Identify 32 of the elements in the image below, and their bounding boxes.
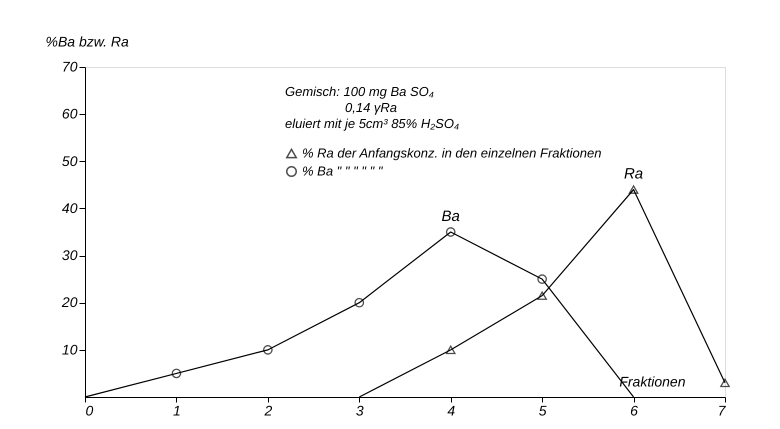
x-tick-label: 3 — [356, 402, 364, 418]
point — [446, 227, 456, 237]
point — [446, 346, 456, 354]
y-tick-label: 50 — [62, 152, 78, 169]
x-tick-label: 5 — [538, 402, 547, 418]
annotation: Ba — [442, 208, 460, 225]
point — [263, 345, 273, 355]
point — [537, 274, 547, 284]
x-tick-label: 4 — [447, 402, 456, 418]
annotation: eluiert mit je 5cm³ 85% H₂SO₄ — [285, 116, 460, 131]
point — [628, 185, 638, 194]
point — [537, 291, 547, 300]
legend-label: % Ba " " " " " " — [302, 164, 384, 178]
y-tick-label: 70 — [62, 58, 78, 74]
x-tick-label: 7 — [718, 402, 727, 418]
x-tick-label: 1 — [173, 402, 181, 418]
point — [172, 368, 182, 378]
point — [354, 298, 364, 308]
x-tick-label: 0 — [86, 402, 94, 418]
y-tick-label: 10 — [62, 341, 78, 358]
point — [720, 378, 730, 388]
x-tick-label: 2 — [263, 402, 272, 418]
y-axis-title: %Ba bzw. Ra — [46, 34, 129, 50]
legend-label: % Ra der Anfangskonz. in den einzelnen Fraktionen — [302, 146, 602, 160]
y-tick-label: 40 — [62, 200, 78, 216]
x-tick-label: 6 — [630, 402, 638, 418]
annotation: 0,14 γRa — [345, 100, 398, 115]
y-tick-label: 60 — [62, 106, 78, 122]
annotation: Ra — [624, 166, 644, 183]
y-tick-label: 20 — [60, 294, 78, 310]
annotation: Gemisch: 100 mg Ba SO₄ — [285, 84, 434, 99]
y-tick-label: 30 — [62, 247, 78, 264]
